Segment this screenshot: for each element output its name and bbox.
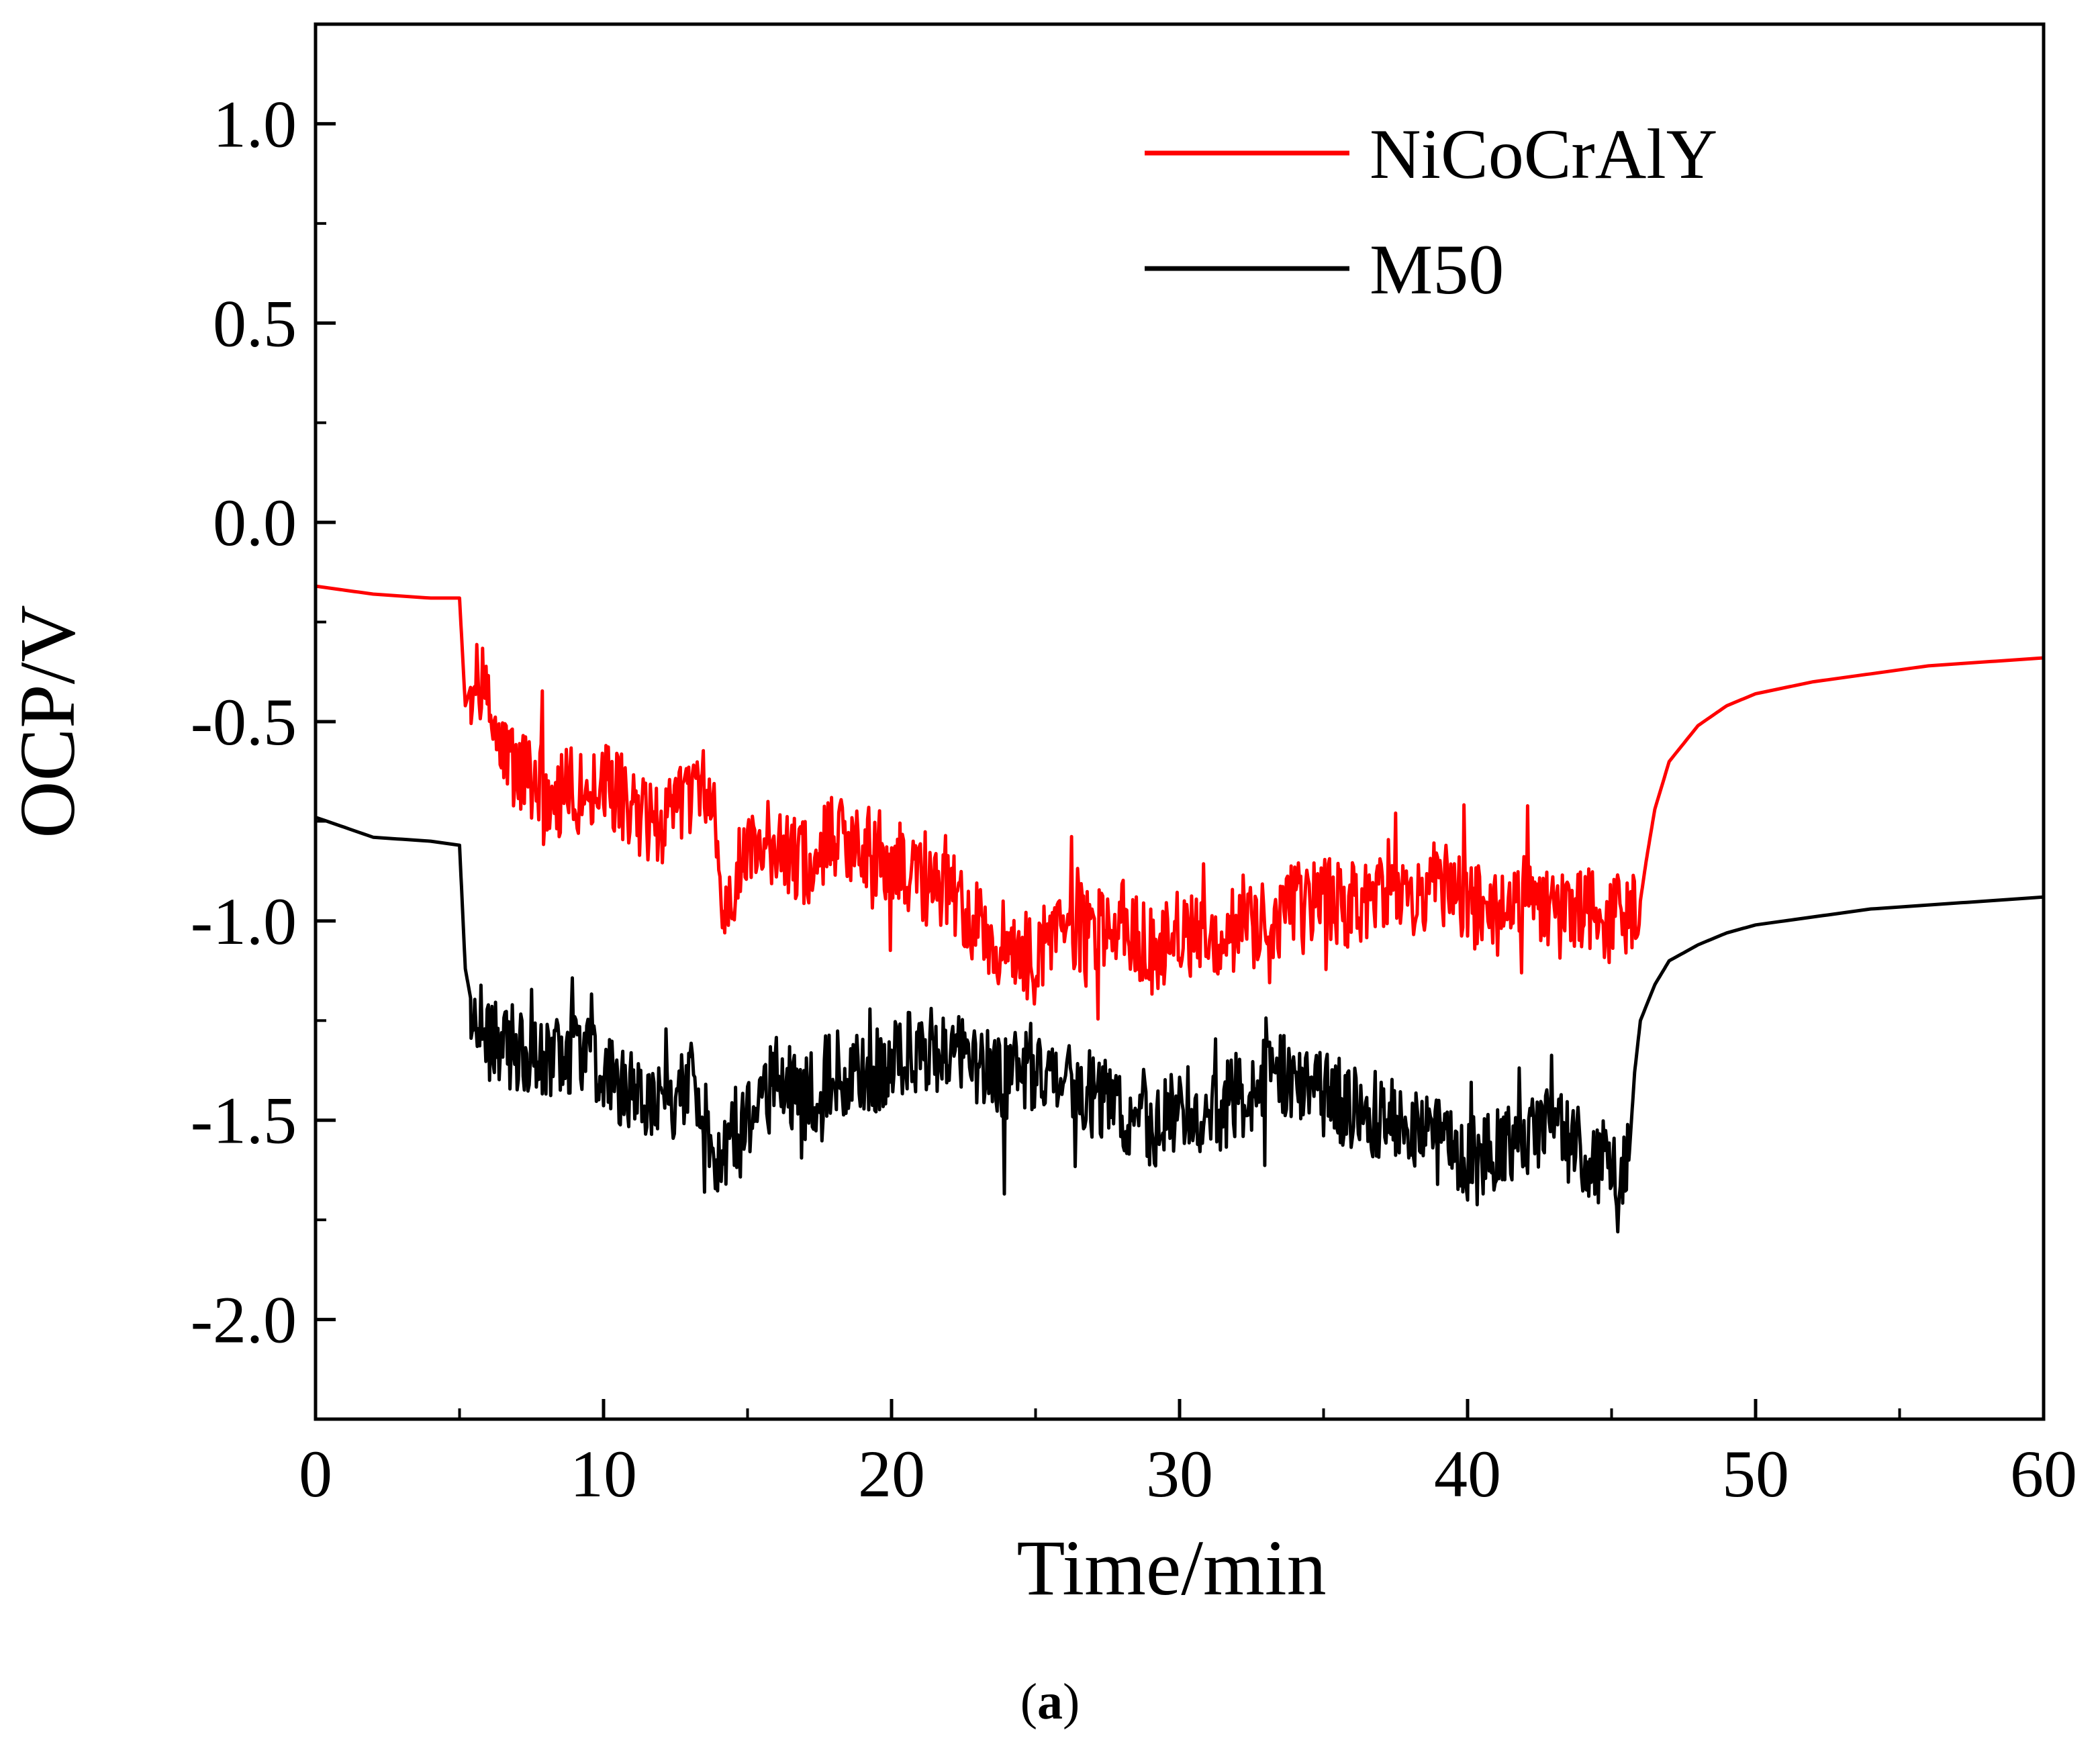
caption-open-paren: ( — [1020, 1674, 1037, 1730]
y-tick-label: 0.5 — [213, 286, 297, 360]
caption-label: a — [1037, 1674, 1063, 1730]
x-tick-label: 50 — [1722, 1437, 1789, 1511]
series-layer — [316, 584, 2044, 1234]
figure-caption: (a) — [1020, 1674, 1080, 1730]
x-axis: 0 10 20 30 40 50 60 — [299, 1399, 2077, 1511]
legend-label-m50: M50 — [1370, 230, 1504, 309]
x-tick-label: 60 — [2010, 1437, 2077, 1511]
legend-label-nicocraly: NiCoCrAlY — [1370, 115, 1717, 193]
x-tick-label: 10 — [570, 1437, 637, 1511]
y-tick-label: -1.0 — [191, 884, 297, 959]
caption-close-paren: ) — [1063, 1674, 1080, 1730]
y-tick-label: -0.5 — [191, 685, 297, 759]
x-tick-label: 30 — [1146, 1437, 1213, 1511]
legend: NiCoCrAlY M50 — [1145, 115, 1717, 309]
y-axis-title: OCP/V — [3, 605, 91, 838]
plot-frame — [314, 22, 2046, 1421]
x-tick-label: 20 — [858, 1437, 925, 1511]
series-line-nicocraly — [316, 584, 2044, 1021]
y-tick-label: 1.0 — [213, 87, 297, 161]
x-axis-title: Time/min — [1016, 1524, 1326, 1612]
y-tick-label: -2.0 — [191, 1283, 297, 1357]
series-line-m50 — [316, 816, 2044, 1234]
y-tick-label: -1.5 — [191, 1083, 297, 1158]
y-tick-label: 0.0 — [213, 485, 297, 560]
y-axis: 1.0 0.5 0.0 -0.5 -1.0 -1.5 -2.0 — [191, 23, 336, 1420]
x-tick-label: 0 — [299, 1437, 332, 1511]
x-tick-label: 40 — [1434, 1437, 1501, 1511]
